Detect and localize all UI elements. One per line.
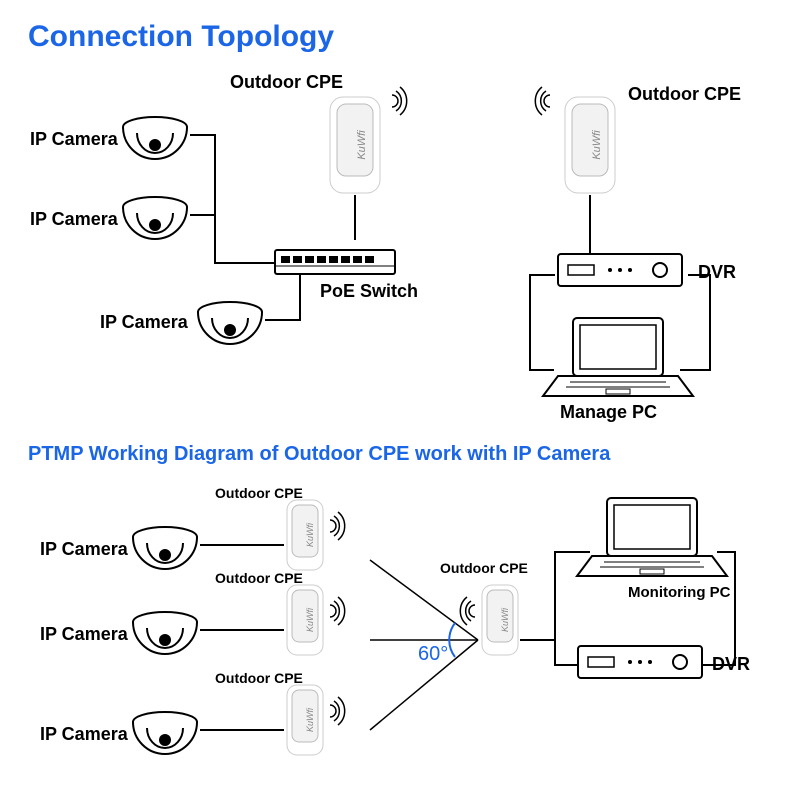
wifi-icon — [330, 597, 345, 625]
dvr-label: DVR — [712, 654, 750, 674]
outdoor-cpe-icon — [287, 500, 323, 570]
outdoor-cpe-label: Outdoor CPE — [440, 560, 528, 576]
outdoor-cpe-icon — [565, 97, 615, 193]
wifi-icon — [330, 697, 345, 725]
outdoor-cpe-label: Outdoor CPE — [215, 570, 303, 586]
outdoor-cpe-icon — [287, 685, 323, 755]
ip-camera-icon — [198, 302, 262, 344]
ip-camera-icon — [133, 612, 197, 654]
ip-camera-label: IP Camera — [40, 539, 129, 559]
outdoor-cpe-icon — [482, 585, 518, 655]
ip-camera-label: IP Camera — [100, 312, 189, 332]
wifi-icon — [330, 512, 345, 540]
outdoor-cpe-label: Outdoor CPE — [215, 670, 303, 686]
ip-camera-label: IP Camera — [40, 724, 129, 744]
outdoor-cpe-icon — [287, 585, 323, 655]
ptmp-group: IP Camera Outdoor CPE IP Camera Outdoor … — [40, 485, 750, 755]
ip-camera-icon — [133, 527, 197, 569]
top-right-group: Outdoor CPE DVR Manage PC — [530, 84, 741, 422]
ip-camera-icon — [123, 117, 187, 159]
outdoor-cpe-icon — [330, 97, 380, 193]
manage-pc-label: Manage PC — [560, 402, 657, 422]
ip-camera-label: IP Camera — [30, 209, 119, 229]
outdoor-cpe-label: Outdoor CPE — [628, 84, 741, 104]
laptop-icon — [577, 498, 727, 576]
outdoor-cpe-label: Outdoor CPE — [230, 72, 343, 92]
ip-camera-label: IP Camera — [30, 129, 119, 149]
dvr-label: DVR — [698, 262, 736, 282]
angle-label: 60° — [418, 643, 448, 665]
wifi-icon — [535, 87, 550, 115]
wifi-icon — [460, 597, 475, 625]
monitoring-pc-label: Monitoring PC — [628, 584, 731, 601]
poe-switch-icon — [275, 250, 395, 274]
ip-camera-icon — [133, 712, 197, 754]
wifi-icon — [392, 87, 407, 115]
poe-switch-label: PoE Switch — [320, 281, 418, 301]
outdoor-cpe-label: Outdoor CPE — [215, 485, 303, 501]
ip-camera-label: IP Camera — [40, 624, 129, 644]
dvr-icon — [558, 254, 682, 286]
page-title: Connection Topology — [28, 20, 334, 53]
laptop-icon — [543, 318, 693, 396]
dvr-icon — [578, 646, 702, 678]
ip-camera-icon — [123, 197, 187, 239]
top-left-group: IP Camera IP Camera IP Camera Outdoor CP… — [30, 72, 418, 344]
ptmp-subtitle: PTMP Working Diagram of Outdoor CPE work… — [28, 443, 611, 465]
